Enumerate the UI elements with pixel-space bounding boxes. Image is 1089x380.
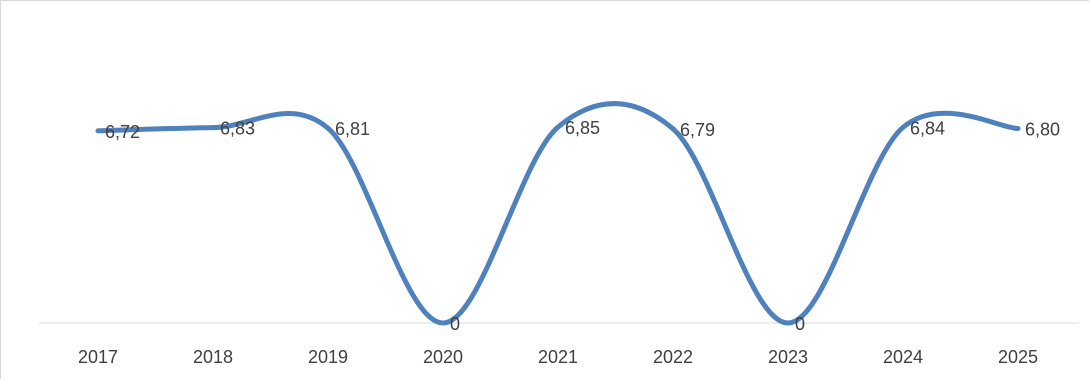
series-layer xyxy=(95,101,1021,326)
x-tick-label: 2017 xyxy=(78,347,118,367)
tick-labels: 2017 2018 2019 2020 2021 2022 2023 2024 2025 xyxy=(78,347,1038,367)
data-label: 6,72 xyxy=(105,122,140,142)
x-tick-label: 2020 xyxy=(423,347,463,367)
data-label: 0 xyxy=(450,314,460,334)
data-label: 0 xyxy=(795,314,805,334)
x-tick-label: 2023 xyxy=(768,347,808,367)
data-label: 6,79 xyxy=(680,120,715,140)
x-tick-label: 2024 xyxy=(883,347,923,367)
x-tick-label: 2021 xyxy=(538,347,578,367)
data-label: 6,84 xyxy=(910,118,945,138)
data-label: 6,85 xyxy=(565,118,600,138)
series-line xyxy=(95,101,1021,326)
x-tick-label: 2022 xyxy=(653,347,693,367)
data-labels: 6,72 6,83 6,81 0 6,85 6,79 0 6,84 6,80 xyxy=(105,118,1060,334)
x-tick-label: 2019 xyxy=(308,347,348,367)
data-label: 6,83 xyxy=(220,119,255,139)
data-label: 6,81 xyxy=(335,119,370,139)
x-tick-label: 2018 xyxy=(193,347,233,367)
data-label: 6,80 xyxy=(1025,120,1060,140)
x-tick-label: 2025 xyxy=(998,347,1038,367)
